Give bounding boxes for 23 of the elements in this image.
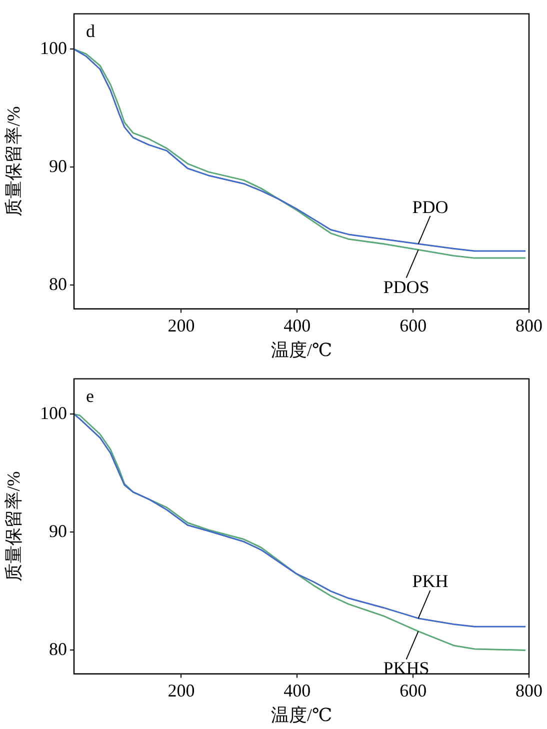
y-tick-label: 100 (40, 402, 67, 423)
x-axis-title: 温度/℃ (270, 340, 332, 360)
x-tick-label: 600 (400, 680, 427, 700)
x-tick-label: 800 (516, 680, 542, 700)
chart-title: e (86, 386, 94, 406)
chart-title: d (86, 20, 95, 41)
y-axis-title: 质量保留率/% (4, 106, 24, 216)
y-tick-label: 80 (49, 638, 67, 659)
series-label: PKH (412, 571, 448, 592)
y-axis-title: 质量保留率/% (4, 471, 24, 582)
x-tick-label: 400 (284, 315, 311, 336)
x-axis-title: 温度/℃ (270, 704, 332, 725)
x-tick-label: 800 (516, 315, 542, 336)
series-label: PDO (412, 196, 448, 217)
y-tick-label: 90 (49, 156, 67, 176)
x-tick-label: 200 (168, 680, 195, 700)
y-tick-label: 100 (40, 38, 67, 58)
series-label: PDOS (383, 276, 430, 297)
x-tick-label: 200 (168, 315, 195, 336)
y-tick-label: 80 (49, 274, 67, 294)
y-tick-label: 90 (49, 520, 67, 541)
x-tick-label: 400 (284, 680, 311, 700)
x-tick-label: 600 (400, 315, 427, 336)
